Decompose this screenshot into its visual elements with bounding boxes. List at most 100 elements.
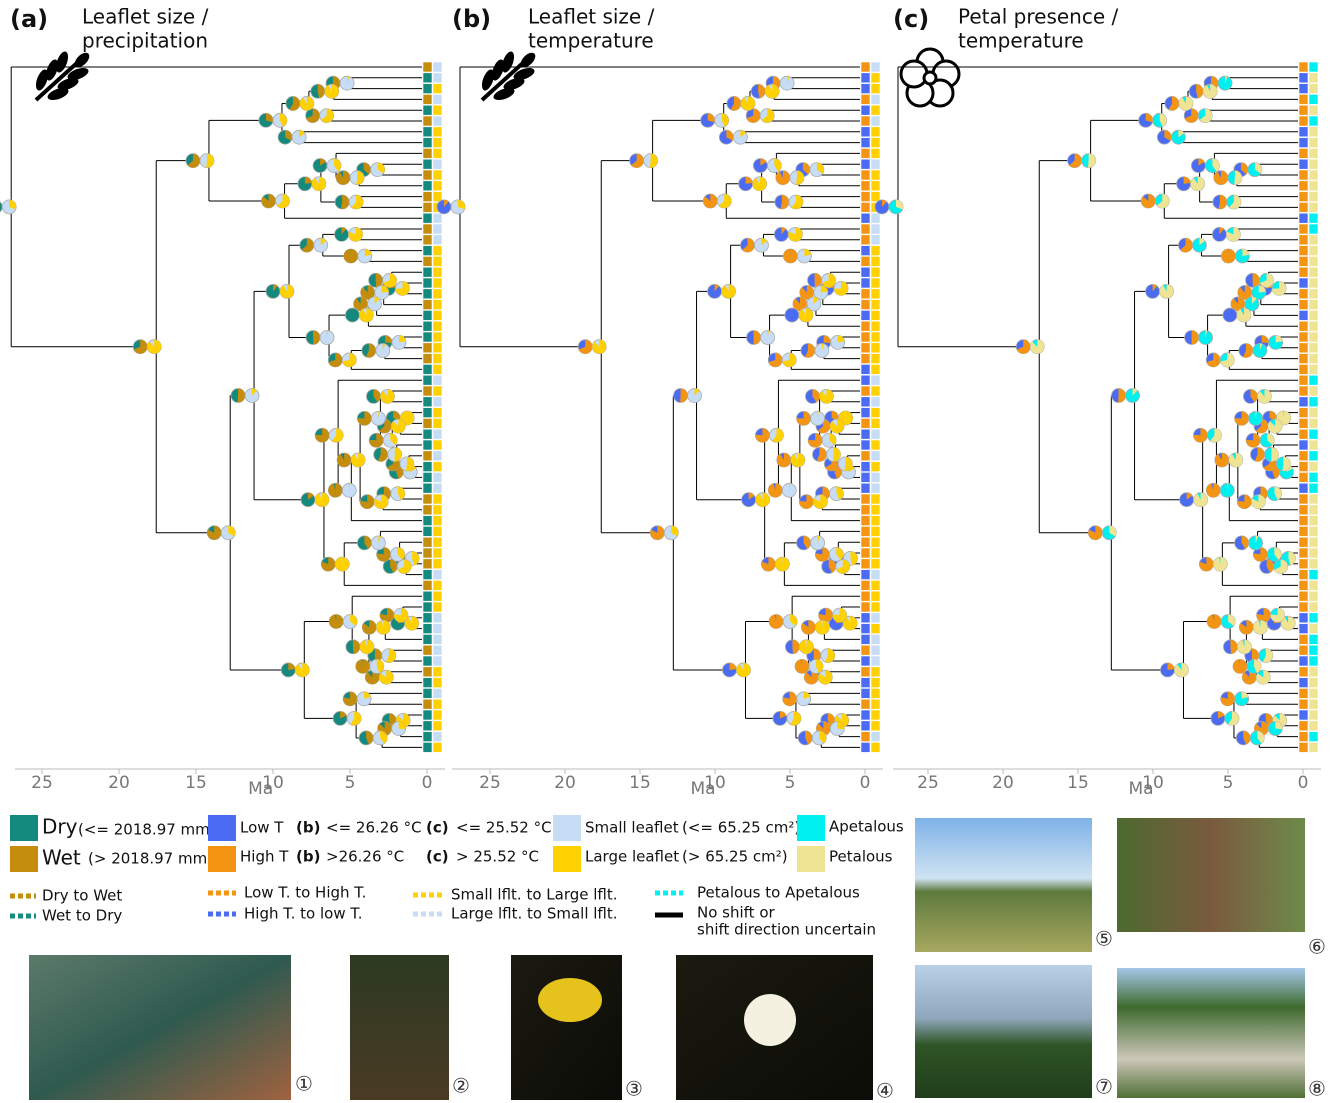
tip-state: [871, 246, 880, 256]
tip-state: [423, 721, 432, 731]
tip-state: [871, 634, 880, 644]
tick-label: 20: [554, 773, 576, 793]
legend-swatch: [10, 846, 38, 872]
pie-slice: [741, 96, 755, 110]
tip-state: [423, 570, 432, 580]
tip-state: [433, 343, 442, 353]
tip-state: [1299, 732, 1308, 742]
pie-slice: [1030, 340, 1044, 354]
tip-state: [1309, 278, 1318, 288]
tip-state: [871, 267, 880, 277]
pie-slice: [592, 340, 606, 354]
pie-slice: [315, 493, 329, 507]
tip-state: [433, 289, 442, 299]
tip-state: [861, 505, 870, 515]
panel-label: (b): [452, 5, 491, 33]
tip-state: [861, 213, 870, 223]
tip-state: [861, 256, 870, 266]
tip-state: [433, 148, 442, 158]
tip-state: [871, 602, 880, 612]
tick-label: 25: [31, 773, 53, 793]
tip-state: [433, 375, 442, 385]
tip-state: [423, 235, 432, 245]
tip-state: [1309, 505, 1318, 515]
tip-state: [423, 699, 432, 709]
tip-state: [861, 591, 870, 601]
tip-state: [1299, 159, 1308, 169]
tip-state: [1299, 462, 1308, 472]
tip-state: [433, 440, 442, 450]
tip-state: [423, 656, 432, 666]
tip-state: [871, 645, 880, 655]
tip-state: [871, 127, 880, 137]
tip-state: [1299, 202, 1308, 212]
tip-state: [423, 267, 432, 277]
tip-state: [433, 678, 442, 688]
tip-state: [871, 310, 880, 320]
tip-state: [433, 699, 442, 709]
tip-state: [871, 343, 880, 353]
tip-state: [1299, 699, 1308, 709]
tip-state: [861, 537, 870, 547]
tip-state: [1309, 354, 1318, 364]
tip-state: [1299, 148, 1308, 158]
tip-state: [1299, 483, 1308, 493]
pie-slice: [1192, 331, 1199, 345]
tip-state: [433, 624, 442, 634]
tip-state: [433, 408, 442, 418]
tip-state: [1309, 343, 1318, 353]
tip-state: [871, 256, 880, 266]
pie-slice: [376, 620, 390, 634]
tip-state: [871, 732, 880, 742]
tip-state: [433, 537, 442, 547]
tip-state: [433, 127, 442, 137]
tip-state: [433, 634, 442, 644]
tip-state: [871, 84, 880, 94]
tip-state: [1299, 246, 1308, 256]
tip-state: [433, 246, 442, 256]
pies: [875, 76, 1295, 745]
tip-state: [861, 321, 870, 331]
legend-label: shift direction uncertain: [697, 921, 876, 939]
tip-state: [871, 483, 880, 493]
tip-state: [1309, 310, 1318, 320]
tip-state: [871, 710, 880, 720]
tick-label: 20: [108, 773, 130, 793]
tip-state: [433, 580, 442, 590]
tip-state: [861, 613, 870, 623]
photo: [29, 955, 291, 1100]
tip-state: [1299, 321, 1308, 331]
tip-state: [1309, 472, 1318, 482]
tip-state: [1299, 62, 1308, 72]
pie-slice: [799, 308, 813, 322]
tip-state: [1299, 472, 1308, 482]
legend-range: (> 2018.97 mm): [88, 850, 213, 868]
tip-state: [861, 580, 870, 590]
tip-state: [1309, 364, 1318, 374]
tip-state: [423, 310, 432, 320]
tip-state: [423, 116, 432, 126]
tip-state: [423, 591, 432, 601]
tip-state: [871, 397, 880, 407]
tip-state: [861, 364, 870, 374]
legend-label: Wet: [42, 846, 81, 870]
tip-state: [1299, 570, 1308, 580]
tip-state: [861, 84, 870, 94]
tip-state: [433, 418, 442, 428]
photo-number: ⑦: [1095, 1075, 1113, 1099]
tip-state: [1309, 645, 1318, 655]
pie-slice: [305, 177, 312, 184]
tip-state: [433, 591, 442, 601]
legend-range: > 25.52 °C: [456, 848, 539, 866]
tip-state: [861, 278, 870, 288]
pie-slice: [336, 171, 350, 185]
tip-state: [433, 310, 442, 320]
tip-state: [871, 159, 880, 169]
tip-state: [423, 321, 432, 331]
pie-slice: [351, 453, 365, 467]
tip-state: [1309, 181, 1318, 191]
pie-slice: [1214, 171, 1228, 185]
pie-slice: [1203, 84, 1217, 98]
tip-state: [433, 667, 442, 677]
tip-state: [871, 418, 880, 428]
